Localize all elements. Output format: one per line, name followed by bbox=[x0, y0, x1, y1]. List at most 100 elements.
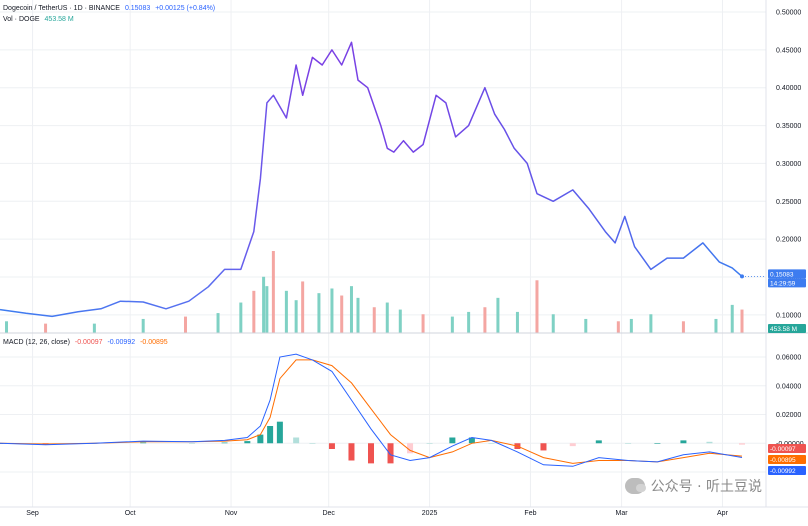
signal-line bbox=[0, 359, 743, 464]
macd-tick-label: 0.04000 bbox=[776, 383, 801, 390]
macd-histogram-bar bbox=[488, 443, 495, 444]
price-series bbox=[0, 41, 766, 318]
volume-value: 453.58 M bbox=[44, 16, 74, 23]
timer-badge-bg bbox=[768, 278, 806, 288]
symbol-title[interactable]: Dogecoin / TetherUS · 1D · BINANCE bbox=[3, 5, 120, 12]
volume-bar bbox=[294, 300, 298, 333]
volume-bar bbox=[535, 280, 539, 333]
volume-bar bbox=[649, 314, 653, 333]
macd-histogram-bar bbox=[257, 434, 264, 444]
price-tick-label: 0.25000 bbox=[776, 199, 801, 206]
macd-histogram-bar bbox=[706, 441, 713, 444]
volume-bar bbox=[330, 288, 334, 333]
volume-bar bbox=[301, 281, 305, 333]
volume-bar bbox=[5, 321, 9, 333]
price-line bbox=[0, 41, 743, 318]
volume-bar bbox=[262, 276, 266, 333]
macd-tick-label: 0.02000 bbox=[776, 412, 801, 419]
volume-bar bbox=[349, 286, 353, 333]
macd-histogram-bar bbox=[309, 443, 316, 444]
macd-hist-badge: -0.00097 bbox=[770, 446, 796, 453]
main-legend: Dogecoin / TetherUS · 1D · BINANCE 0.150… bbox=[3, 5, 218, 12]
time-tick-label: Feb bbox=[524, 510, 536, 517]
time-tick-label: Nov bbox=[225, 510, 238, 517]
macd-histogram-bar bbox=[407, 443, 414, 454]
macd-hist-badge-bg bbox=[768, 444, 806, 453]
macd-line-badge-bg bbox=[768, 466, 806, 475]
macd-value-2: -0.00992 bbox=[107, 339, 136, 346]
macd-label[interactable]: MACD (12, 26, close) bbox=[3, 339, 70, 346]
macd-histogram-bar bbox=[244, 441, 251, 444]
macd-histogram-bar bbox=[368, 443, 374, 464]
volume-bar bbox=[616, 321, 620, 333]
volume-bar bbox=[284, 290, 288, 333]
volume-bar bbox=[467, 311, 471, 333]
macd-value-3: -0.00895 bbox=[140, 339, 168, 346]
volume-bar bbox=[184, 316, 187, 333]
price-tick-label: 0.45000 bbox=[776, 47, 801, 54]
price-tick-label: 0.10000 bbox=[776, 312, 801, 319]
axis-badges: 0.15083 14:29:59 453.58 M -0.00097 -0.00895 -… bbox=[768, 269, 806, 475]
price-badge: 0.15083 bbox=[770, 271, 794, 278]
volume-bar bbox=[265, 286, 269, 333]
macd-legend: MACD (12, 26, close) -0.00097 -0.00992 -… bbox=[3, 339, 171, 346]
volume-bar bbox=[385, 302, 389, 333]
volume-bar bbox=[239, 302, 243, 333]
volume-bar bbox=[271, 251, 275, 333]
price-change: +0.00125 (+0.84%) bbox=[155, 5, 216, 12]
volume-label[interactable]: Vol · DOGE bbox=[3, 16, 40, 23]
macd-histogram-bar bbox=[276, 421, 283, 444]
macd-histogram-bar bbox=[221, 442, 228, 444]
volume-legend: Vol · DOGE 453.58 M bbox=[3, 16, 77, 23]
macd-histogram-bar bbox=[654, 443, 661, 444]
grid-lines bbox=[0, 0, 766, 507]
price-tick-label: 0.35000 bbox=[776, 123, 801, 130]
volume-bar bbox=[216, 313, 220, 333]
watermark: 公众号 · 听土豆说 bbox=[624, 476, 762, 496]
macd-histogram-bar bbox=[540, 443, 547, 451]
macd-histogram-bar bbox=[348, 443, 355, 461]
volume-bar bbox=[584, 318, 588, 333]
volume-badge: 453.58 M bbox=[770, 326, 797, 333]
last-price-dot bbox=[740, 274, 744, 279]
volume-badge-bg bbox=[768, 324, 806, 333]
volume-bar bbox=[730, 304, 734, 333]
time-tick-label: Dec bbox=[322, 510, 335, 517]
macd-lines bbox=[0, 353, 743, 467]
watermark-text: 公众号 · 听土豆说 bbox=[650, 479, 762, 495]
macd-histogram-bar bbox=[468, 437, 475, 444]
wechat-icon bbox=[624, 478, 646, 494]
volume-bar bbox=[681, 321, 685, 333]
volume-bar bbox=[340, 295, 344, 333]
price-tick-label: 0.20000 bbox=[776, 237, 801, 244]
volume-bar bbox=[356, 297, 360, 333]
macd-value-1: -0.00097 bbox=[74, 339, 103, 346]
macd-histogram-bar bbox=[293, 437, 300, 444]
volume-bar bbox=[398, 309, 402, 333]
macd-histogram-bar bbox=[140, 442, 147, 444]
volume-bars bbox=[5, 251, 744, 333]
macd-histogram-bar bbox=[426, 443, 433, 444]
volume-bar bbox=[141, 318, 145, 333]
macd-histogram-bar bbox=[595, 440, 602, 444]
macd-histogram-bar bbox=[387, 443, 394, 464]
time-tick-label: Apr bbox=[717, 510, 729, 517]
volume-bar bbox=[44, 323, 48, 333]
price-tick-label: 0.50000 bbox=[776, 10, 801, 17]
time-tick-label: Oct bbox=[125, 510, 136, 517]
timer-badge: 14:29:59 bbox=[770, 280, 796, 287]
volume-bar bbox=[92, 323, 96, 333]
macd-histogram-bar bbox=[625, 443, 632, 444]
volume-bar bbox=[450, 316, 454, 333]
time-axis-ticks[interactable]: Sep Oct Nov Dec 2025 Feb Mar Apr bbox=[26, 510, 728, 517]
volume-bar bbox=[483, 307, 487, 333]
macd-line-badge: -0.00992 bbox=[770, 468, 796, 475]
macd-signal-badge: -0.00895 bbox=[770, 457, 796, 464]
volume-bar bbox=[496, 297, 500, 333]
macd-histogram-bar bbox=[449, 437, 456, 444]
volume-bar bbox=[317, 293, 321, 333]
macd-histogram-bar bbox=[680, 440, 687, 444]
volume-bar bbox=[372, 307, 376, 333]
